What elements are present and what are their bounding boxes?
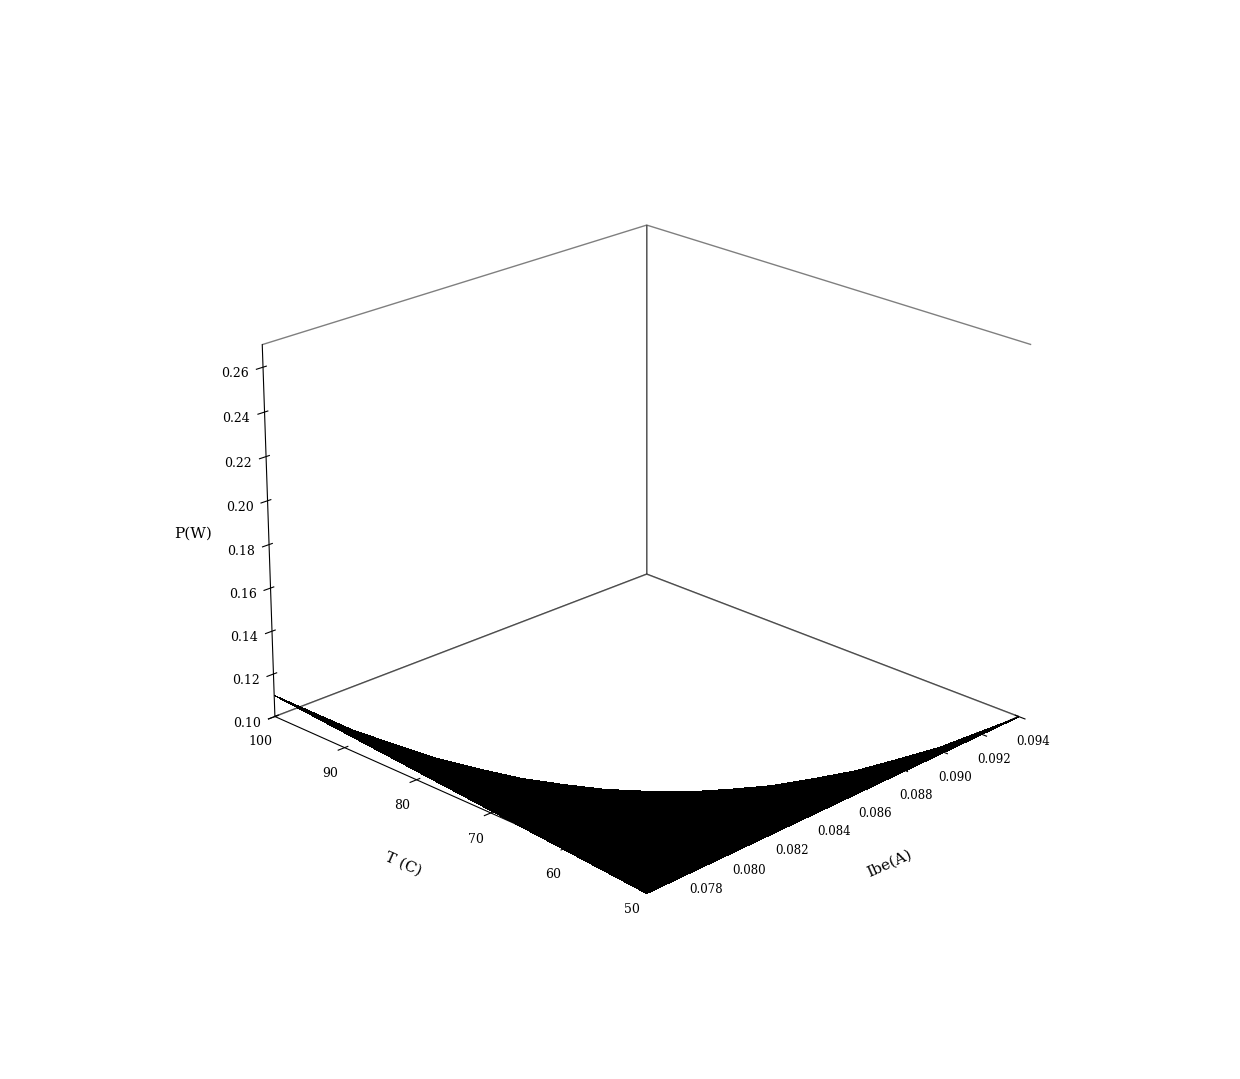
- Y-axis label: T (C): T (C): [383, 849, 424, 878]
- X-axis label: Ibe(A): Ibe(A): [866, 848, 915, 880]
